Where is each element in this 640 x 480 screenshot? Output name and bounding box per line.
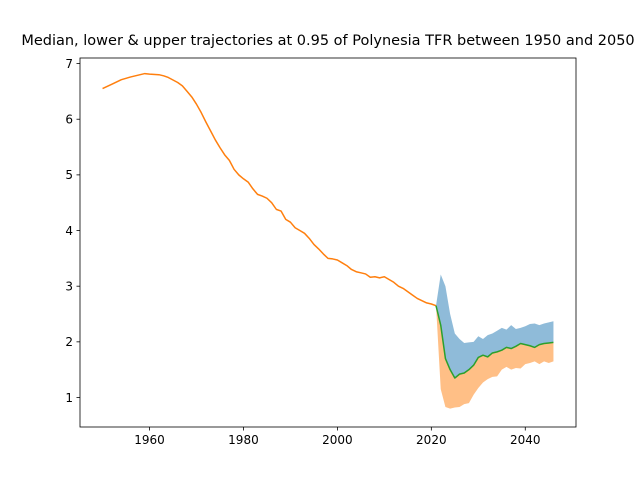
y-tick-label: 5 bbox=[65, 168, 73, 182]
x-axis: 1960 1980 2000 2020 2040 bbox=[134, 427, 541, 447]
series-lines bbox=[102, 72, 554, 379]
x-tick-label: 2020 bbox=[416, 433, 447, 447]
y-tick-label: 1 bbox=[65, 391, 73, 405]
band-areas bbox=[436, 274, 554, 409]
plot-frame bbox=[79, 57, 577, 428]
median-line bbox=[435, 305, 554, 379]
y-axis: 1 2 3 4 5 6 7 bbox=[65, 57, 80, 405]
x-tick-label: 2000 bbox=[322, 433, 353, 447]
historical-line bbox=[102, 72, 437, 307]
x-tick-label: 1980 bbox=[228, 433, 259, 447]
x-tick-label: 2040 bbox=[510, 433, 541, 447]
lower-band-area bbox=[436, 305, 554, 409]
y-tick-label: 7 bbox=[65, 57, 73, 71]
chart-title: Median, lower & upper trajectories at 0.… bbox=[21, 33, 635, 49]
upper-band-area bbox=[436, 274, 554, 379]
y-tick-label: 3 bbox=[65, 279, 73, 293]
y-tick-label: 2 bbox=[65, 335, 73, 349]
y-tick-label: 6 bbox=[65, 113, 73, 127]
x-tick-label: 1960 bbox=[134, 433, 165, 447]
y-tick-label: 4 bbox=[65, 224, 73, 238]
